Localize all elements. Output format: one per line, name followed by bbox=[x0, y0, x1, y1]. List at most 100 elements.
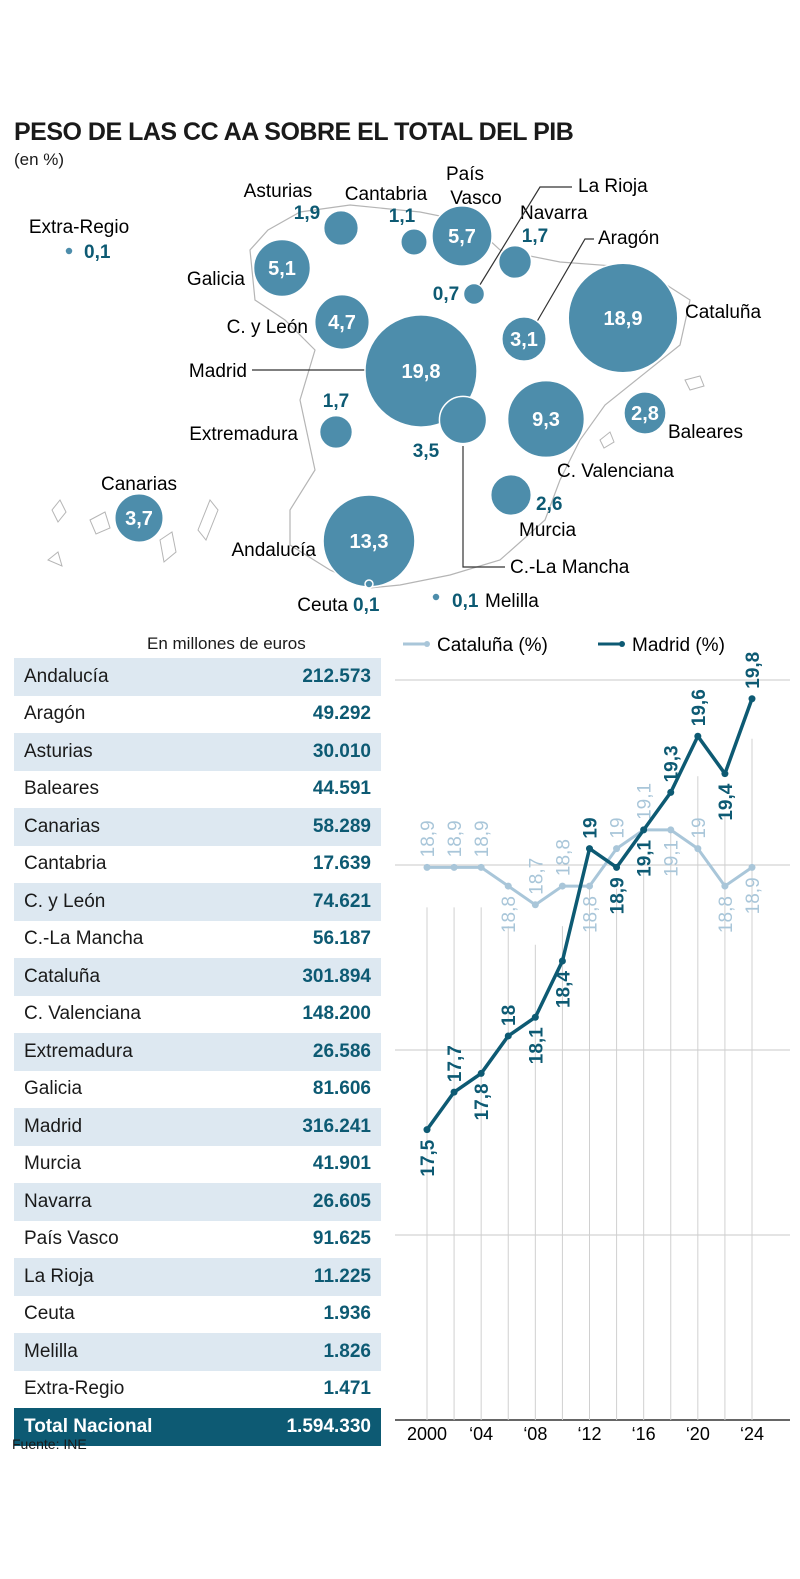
total-value: 1.594.330 bbox=[286, 1415, 371, 1437]
data-point bbox=[531, 1013, 539, 1021]
region-bubble bbox=[400, 228, 428, 256]
island-outline bbox=[197, 499, 219, 541]
legend-marker bbox=[619, 641, 625, 647]
row-value: 26.605 bbox=[312, 1190, 371, 1212]
table-row: C. y León 74.621 bbox=[14, 883, 381, 921]
leader-line bbox=[462, 446, 505, 568]
region-value: 1,9 bbox=[294, 203, 320, 224]
data-label: 17,7 bbox=[445, 1045, 466, 1082]
table-row: Extra-Regio 1.471 bbox=[14, 1371, 381, 1409]
island-outline bbox=[47, 551, 63, 567]
source-note: Fuente: INE bbox=[12, 1436, 87, 1452]
region-name: Andalucía bbox=[231, 540, 316, 561]
data-label: 18,9 bbox=[472, 820, 493, 857]
region-galicia: Galicia 5,1 bbox=[187, 238, 312, 298]
data-point bbox=[477, 1069, 485, 1077]
table-row: Madrid 316.241 bbox=[14, 1108, 381, 1146]
data-point bbox=[504, 1032, 512, 1040]
region-bubble bbox=[64, 246, 74, 256]
row-value: 301.894 bbox=[302, 965, 371, 987]
region-name: La Rioja bbox=[578, 176, 648, 197]
row-value: 44.591 bbox=[312, 778, 371, 800]
table-row: La Rioja 11.225 bbox=[14, 1258, 381, 1296]
data-label: 19,6 bbox=[689, 689, 710, 726]
data-label: 19 bbox=[608, 817, 629, 838]
data-point bbox=[694, 845, 702, 853]
region-madrid: Madrid 19,8 bbox=[189, 314, 478, 428]
series-line-madrid bbox=[425, 698, 754, 1131]
table-row: Extremadura 26.586 bbox=[14, 1033, 381, 1071]
region-name: Aragón bbox=[598, 228, 659, 249]
region-bubble bbox=[431, 205, 493, 267]
region-país-vasco: País Vasco 5,7 bbox=[431, 164, 502, 267]
region-name: Ceuta bbox=[297, 595, 348, 616]
x-tick-label: ‘08 bbox=[523, 1424, 547, 1444]
region-extremadura: Extremadura 1,7 bbox=[189, 391, 354, 450]
data-point bbox=[721, 882, 729, 890]
legend-marker bbox=[424, 641, 430, 647]
row-region: Navarra bbox=[24, 1190, 92, 1212]
row-region: Melilla bbox=[24, 1340, 78, 1362]
row-value: 148.200 bbox=[302, 1003, 371, 1025]
table-row: Cantabria 17.639 bbox=[14, 846, 381, 884]
row-region: Extra-Regio bbox=[24, 1378, 125, 1400]
region-la-rioja: La Rioja 0,7 bbox=[433, 176, 648, 306]
region-value: 1,7 bbox=[522, 226, 548, 247]
region-value: 0,7 bbox=[433, 284, 459, 305]
table-row: Murcia 41.901 bbox=[14, 1146, 381, 1184]
table-row: C.-La Mancha 56.187 bbox=[14, 921, 381, 959]
data-label: 18,8 bbox=[499, 896, 520, 933]
region-name: País bbox=[446, 164, 484, 185]
region-c-y-león: C. y León 4,7 bbox=[227, 293, 371, 351]
table-row: Melilla 1.826 bbox=[14, 1333, 381, 1371]
data-point bbox=[748, 695, 756, 703]
region-bubble bbox=[501, 316, 547, 362]
row-region: La Rioja bbox=[24, 1265, 94, 1287]
row-value: 1.471 bbox=[323, 1378, 371, 1400]
leader-line bbox=[534, 238, 594, 326]
x-tick-label: 2000 bbox=[407, 1424, 447, 1444]
data-label: 19,3 bbox=[662, 745, 683, 782]
data-label: 18,9 bbox=[743, 877, 764, 914]
region-c-la-mancha: C.-La Mancha 3,5 bbox=[413, 395, 630, 578]
row-region: Canarias bbox=[24, 815, 101, 837]
row-value: 1.826 bbox=[323, 1340, 371, 1362]
leader-line bbox=[477, 186, 572, 289]
table-row: Navarra 26.605 bbox=[14, 1183, 381, 1221]
data-label: 19,8 bbox=[743, 652, 764, 689]
row-region: C.-La Mancha bbox=[24, 928, 144, 950]
bubble-map: Asturias1,9Cantabria1,1PaísVasco5,7Navar… bbox=[29, 164, 762, 616]
table-row: Aragón 49.292 bbox=[14, 696, 381, 734]
data-point bbox=[667, 826, 675, 834]
region-extra-regio: Extra-Regio 0,1 bbox=[29, 217, 129, 263]
data-label: 18 bbox=[499, 1005, 520, 1026]
row-region: Extremadura bbox=[24, 1040, 133, 1062]
region-value: 2,8 bbox=[631, 403, 659, 425]
region-name: Baleares bbox=[668, 422, 743, 443]
row-value: 1.936 bbox=[323, 1303, 371, 1325]
row-value: 81.606 bbox=[312, 1078, 371, 1100]
data-label: 18,8 bbox=[553, 839, 574, 876]
data-label: 18,7 bbox=[526, 858, 547, 895]
data-point bbox=[450, 1088, 458, 1096]
island-outline bbox=[159, 531, 177, 563]
region-value: 13,3 bbox=[350, 531, 389, 553]
data-point bbox=[423, 1126, 431, 1134]
data-label: 18,9 bbox=[445, 820, 466, 857]
data-label: 18,8 bbox=[581, 896, 602, 933]
row-region: Galicia bbox=[24, 1078, 83, 1100]
data-point bbox=[558, 882, 566, 890]
gdp-table: En millones de euros Andalucía 212.573 Ara… bbox=[14, 630, 381, 1446]
data-point bbox=[586, 845, 593, 853]
table-row: C. Valenciana 148.200 bbox=[14, 996, 381, 1034]
data-label: 19 bbox=[581, 817, 602, 838]
row-region: Aragón bbox=[24, 703, 86, 725]
region-value: 4,7 bbox=[328, 312, 356, 334]
region-value: 1,7 bbox=[323, 391, 349, 412]
data-point bbox=[558, 957, 566, 965]
region-value: 9,3 bbox=[532, 409, 560, 431]
region-name: Murcia bbox=[519, 520, 576, 541]
table-row: País Vasco 91.625 bbox=[14, 1221, 381, 1259]
data-point bbox=[450, 863, 458, 871]
